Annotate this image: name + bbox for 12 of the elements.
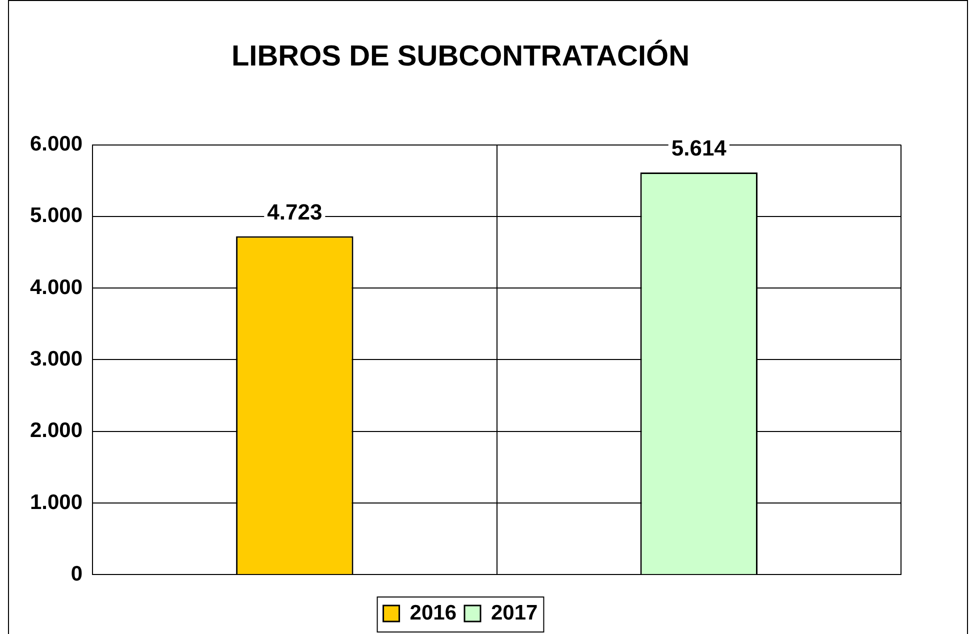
- y-tick-label: 2.000: [30, 419, 83, 442]
- data-label: 5.614: [671, 136, 728, 161]
- y-tick-label: 4.000: [30, 276, 83, 299]
- legend-label: 2017: [491, 601, 538, 624]
- data-label: 4.723: [267, 199, 322, 224]
- legend-label: 2016: [410, 601, 456, 624]
- y-tick-label: 6.000: [30, 132, 83, 156]
- y-tick-label: 1.000: [30, 490, 83, 514]
- chart-title: LIBROS DE SUBCONTRATACIÓN: [231, 39, 690, 72]
- y-tick-label: 3.000: [30, 347, 83, 370]
- y-tick-label: 0: [70, 562, 83, 586]
- y-tick-label: 5.000: [30, 204, 83, 228]
